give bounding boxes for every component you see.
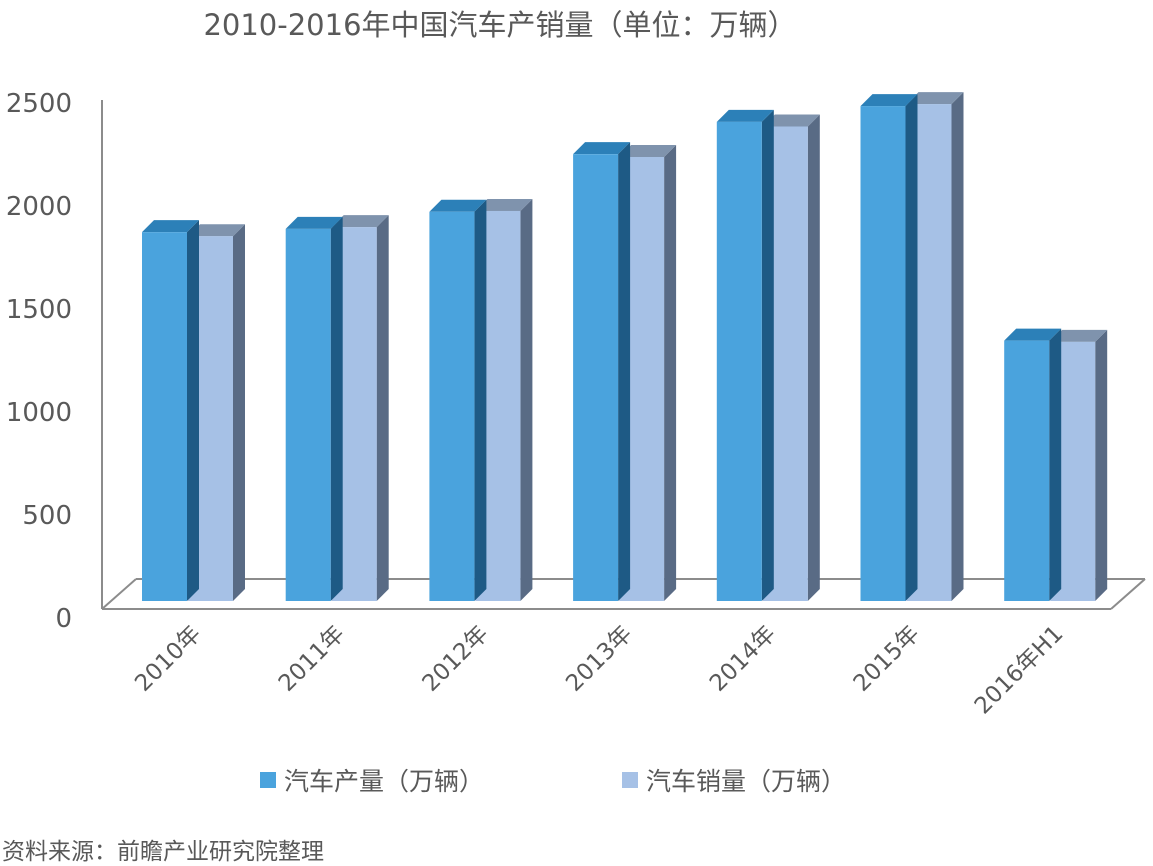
x-tick-label: 2011年 [274,621,350,697]
bar-production-side [905,94,918,601]
bar-sales-side [807,114,820,601]
floor-left-edge [101,578,137,610]
bar-production-top [285,216,343,229]
bar-production-top [429,199,487,212]
bar-sales-side [951,92,964,601]
bar-production [716,121,762,601]
bar-production-top [716,109,774,122]
bar-sales-top [331,215,389,228]
y-tick-label: 2500 [6,89,72,119]
bar-sales-top [475,198,533,211]
bar-sales-side [520,198,533,602]
legend-item-production: 汽车产量（万辆） [260,762,484,798]
bar-production [285,228,331,601]
legend-label-sales: 汽车销量（万辆） [646,767,847,796]
bar-production [429,211,475,601]
bar-sales-side [233,224,245,602]
x-tick-label: 2016年H1 [970,621,1069,720]
x-tick-label: 2010年 [130,621,206,697]
legend-item-sales: 汽车销量（万辆） [622,762,846,798]
y-tick-label: 0 [55,604,72,634]
bar-production-top [573,142,631,155]
y-tick-label: 2000 [6,192,72,222]
y-tick-label: 1000 [6,398,72,428]
bar-production-top [860,94,918,107]
bar-sales-top [906,92,964,105]
bar-production-top [1004,328,1062,341]
bar-sales-side [376,215,389,601]
bar-sales-top [188,224,245,237]
y-tick-label: 500 [22,501,72,531]
bar-sales-side [664,145,677,601]
y-tick-label: 1500 [6,295,72,325]
x-tick-label: 2015年 [849,621,925,697]
legend-swatch-sales [622,772,638,788]
source-note: 资料来源：前瞻产业研究院整理 [2,839,324,865]
bar-sales-side [1095,329,1108,601]
x-tick-label: 2012年 [418,621,494,697]
bar-production [142,232,187,601]
floor-right-edge [1110,578,1146,610]
bar-production-top [142,220,199,233]
bar-production-side [187,220,199,601]
chart-title: 2010-2016年中国汽车产销量（单位：万辆） [203,8,797,42]
bar-sales-top [762,114,820,127]
bar-production-side [1049,328,1062,601]
bar-production-side [618,142,631,601]
bar-production [1004,340,1050,601]
bar-sales-top [619,145,677,158]
legend-swatch-production [260,772,276,788]
bar-production-side [474,199,487,601]
legend-label-production: 汽车产量（万辆） [284,767,485,796]
bar-production-side [761,109,774,601]
x-tick-label: 2013年 [561,621,637,697]
bar-production [573,154,619,601]
bar-sales-top [1050,329,1108,342]
x-tick-label: 2014年 [705,621,781,697]
bar-production-side [330,216,343,601]
bar-production [860,106,906,601]
